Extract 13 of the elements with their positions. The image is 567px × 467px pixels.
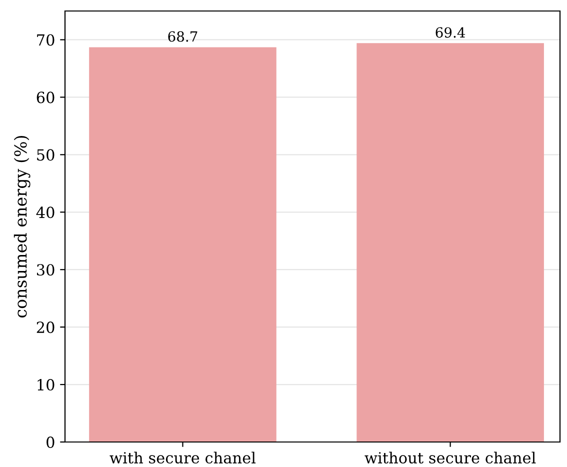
y-tick-label: 40 (36, 206, 54, 218)
x-tick-label: without secure chanel (364, 452, 536, 464)
data-label: 68.7 (168, 31, 198, 42)
y-tick-label: 0 (46, 436, 54, 448)
y-tick-label: 70 (37, 34, 54, 46)
y-tick-label: 30 (37, 264, 54, 276)
y-tick-label: 20 (36, 322, 54, 334)
y-axis-title: consumed energy (%) (14, 136, 30, 318)
y-tick-label: 60 (36, 92, 54, 104)
y-tick-label: 10 (38, 379, 54, 391)
data-label: 69.4 (436, 27, 466, 38)
x-tick-label: with secure chanel (110, 452, 256, 464)
y-tick-label: 50 (37, 149, 54, 161)
